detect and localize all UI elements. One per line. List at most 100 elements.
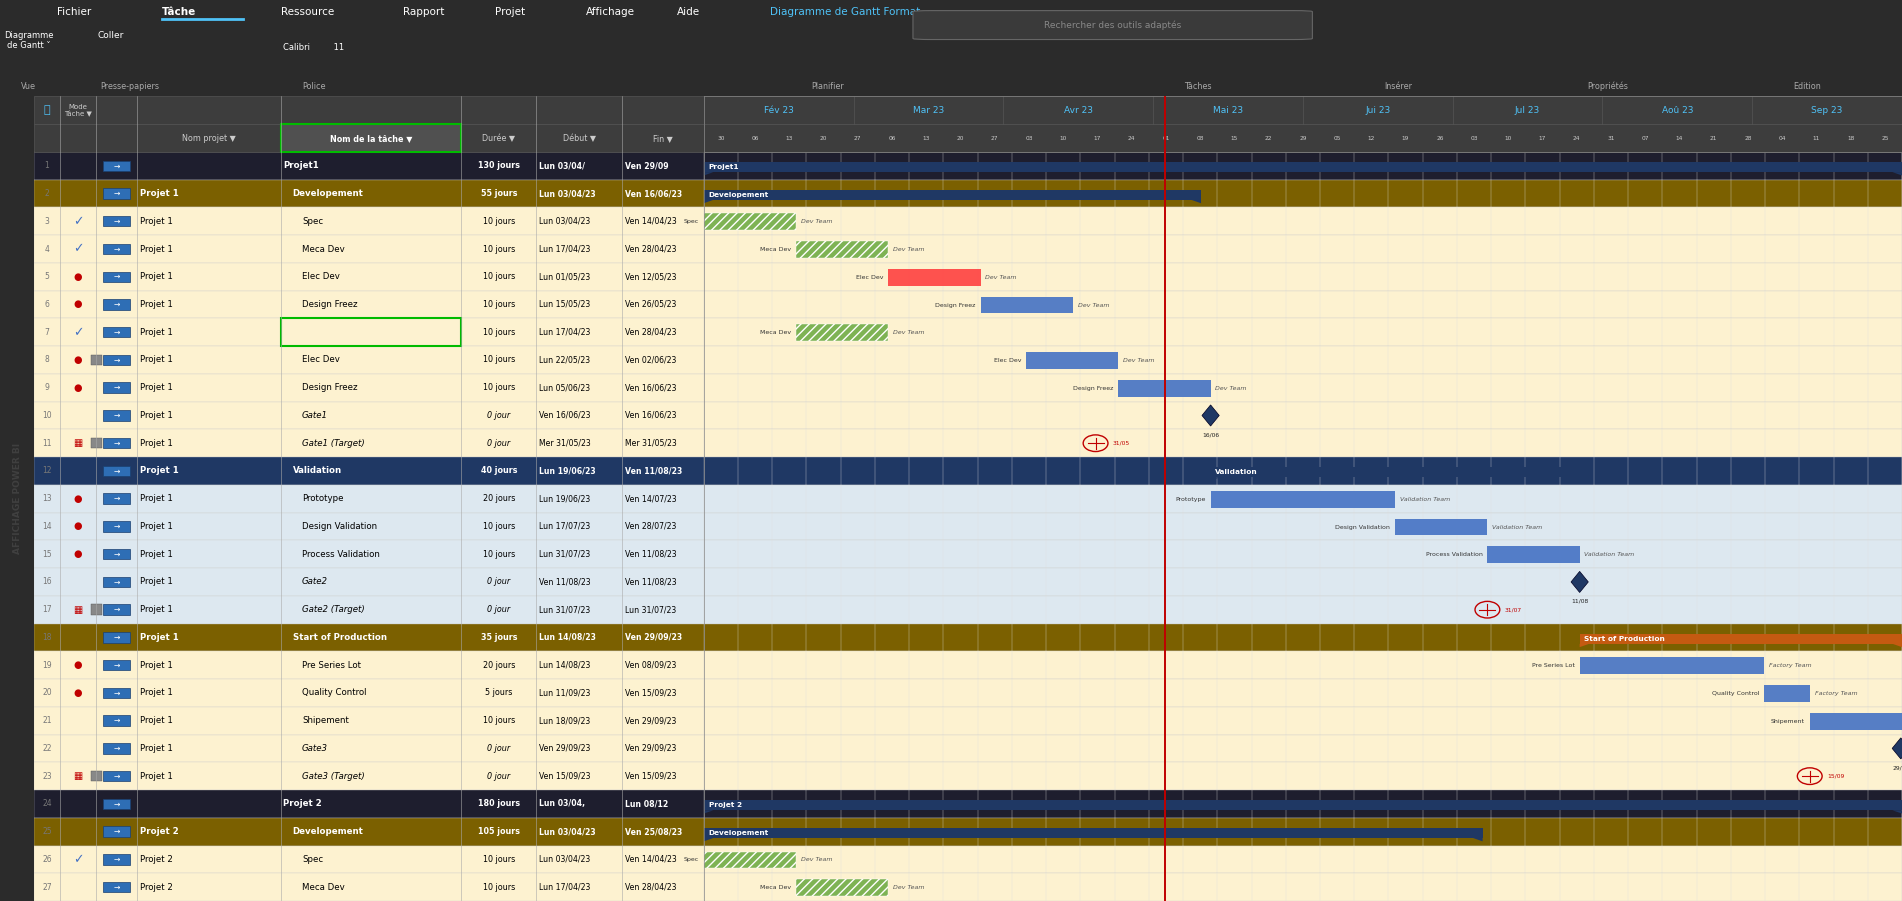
Bar	[34, 179, 704, 207]
Text: ✓: ✓	[72, 242, 84, 256]
Bar	[704, 207, 1902, 235]
Text: Avr 23: Avr 23	[1063, 105, 1092, 114]
Text: Projet 1: Projet 1	[141, 688, 173, 697]
Text: ▦: ▦	[74, 771, 82, 781]
Text: Design Freez: Design Freez	[302, 300, 358, 309]
Bar	[1210, 468, 1581, 478]
Text: 29/09: 29/09	[1892, 765, 1902, 770]
Polygon shape	[1191, 200, 1200, 204]
Text: →: →	[114, 300, 120, 309]
Polygon shape	[1581, 644, 1590, 647]
Text: ▦: ▦	[74, 605, 82, 614]
Polygon shape	[1892, 810, 1902, 814]
Text: Lun 11/09/23: Lun 11/09/23	[538, 688, 590, 697]
Text: 5 jours: 5 jours	[485, 688, 512, 697]
Text: Insérer: Insérer	[1385, 82, 1411, 91]
Text: 15: 15	[42, 550, 51, 559]
Polygon shape	[1892, 738, 1902, 759]
Text: 17: 17	[1094, 135, 1101, 141]
Bar	[704, 790, 1902, 818]
Text: Ven 15/09/23: Ven 15/09/23	[624, 771, 677, 780]
Bar	[34, 596, 704, 623]
Text: Developement: Developement	[293, 189, 363, 198]
Bar	[704, 179, 1902, 207]
Text: Validation: Validation	[293, 467, 342, 476]
Text: 17: 17	[42, 605, 51, 614]
Bar	[704, 214, 797, 230]
Text: Projet 1: Projet 1	[141, 495, 173, 503]
Text: Design Freez: Design Freez	[936, 303, 976, 307]
Text: ✓: ✓	[72, 853, 84, 866]
Text: Diagramme de Gantt Format: Diagramme de Gantt Format	[770, 6, 921, 17]
Text: Elec Dev: Elec Dev	[856, 275, 883, 280]
Bar	[704, 818, 1902, 845]
Text: 14: 14	[1676, 135, 1683, 141]
Bar	[34, 402, 704, 430]
Bar	[34, 734, 704, 762]
Text: Tâches: Tâches	[1185, 82, 1212, 91]
Text: Pre Series Lot: Pre Series Lot	[1531, 663, 1575, 669]
Text: Gate1: Gate1	[302, 411, 327, 420]
Text: →: →	[114, 244, 120, 253]
Text: Projet 1: Projet 1	[141, 744, 173, 753]
Text: Lun 22/05/23: Lun 22/05/23	[538, 356, 590, 365]
Polygon shape	[704, 810, 713, 814]
Text: Meca Dev: Meca Dev	[302, 883, 344, 892]
Text: Ven 29/09: Ven 29/09	[624, 161, 668, 170]
Text: Lun 19/06/23: Lun 19/06/23	[538, 467, 595, 476]
Text: ●: ●	[74, 550, 82, 560]
Text: Projet 1: Projet 1	[141, 660, 173, 669]
Text: Dev Team: Dev Team	[894, 885, 924, 890]
Text: →: →	[114, 799, 120, 808]
Text: 7: 7	[44, 328, 49, 337]
Text: Projet 1: Projet 1	[141, 217, 173, 226]
Text: Validation Team: Validation Team	[1584, 552, 1634, 557]
FancyBboxPatch shape	[103, 660, 129, 670]
Text: Nom projet ▼: Nom projet ▼	[183, 133, 236, 142]
Text: 27: 27	[42, 883, 51, 892]
Text: →: →	[114, 356, 120, 365]
Text: 12: 12	[42, 467, 51, 476]
Bar	[34, 485, 704, 513]
FancyBboxPatch shape	[913, 11, 1312, 40]
Text: 20 jours: 20 jours	[483, 660, 515, 669]
Text: Validation Team: Validation Team	[1493, 524, 1543, 530]
Bar	[1487, 546, 1581, 563]
Polygon shape	[1210, 478, 1221, 480]
Text: 0 jour: 0 jour	[487, 439, 510, 448]
Text: 10: 10	[1504, 135, 1512, 141]
Bar	[34, 207, 704, 235]
Text: Rapport: Rapport	[403, 6, 445, 17]
Text: Design Freez: Design Freez	[1073, 386, 1113, 391]
Text: Presse-papiers: Presse-papiers	[99, 82, 160, 91]
Bar	[34, 235, 704, 263]
Text: 8: 8	[44, 356, 49, 365]
Text: 11: 11	[42, 439, 51, 448]
FancyBboxPatch shape	[91, 605, 103, 614]
Text: Dev Team: Dev Team	[801, 858, 833, 862]
Text: Durée ▼: Durée ▼	[483, 133, 515, 142]
Bar	[34, 152, 704, 179]
Text: Projet 1: Projet 1	[141, 272, 173, 281]
Text: →: →	[114, 495, 120, 503]
Text: 26: 26	[42, 855, 51, 864]
Text: →: →	[114, 771, 120, 780]
Bar	[34, 346, 704, 374]
Bar	[34, 679, 704, 706]
Text: Mer 31/05/23: Mer 31/05/23	[538, 439, 592, 448]
Text: →: →	[114, 855, 120, 864]
Bar	[704, 851, 797, 869]
Text: Gate3: Gate3	[302, 744, 327, 753]
Bar	[704, 873, 1902, 901]
Text: Projet 1: Projet 1	[141, 467, 179, 476]
Text: 13: 13	[922, 135, 930, 141]
Text: Projet 2: Projet 2	[283, 799, 321, 808]
Bar	[704, 596, 1902, 623]
Text: Dev Team: Dev Team	[1122, 358, 1155, 363]
Text: Process Validation: Process Validation	[302, 550, 380, 559]
Text: Design Validation: Design Validation	[302, 522, 377, 531]
Bar	[34, 457, 704, 485]
Text: Start of Production: Start of Production	[1584, 636, 1666, 642]
Text: Fin ▼: Fin ▼	[652, 133, 673, 142]
FancyBboxPatch shape	[103, 771, 129, 781]
